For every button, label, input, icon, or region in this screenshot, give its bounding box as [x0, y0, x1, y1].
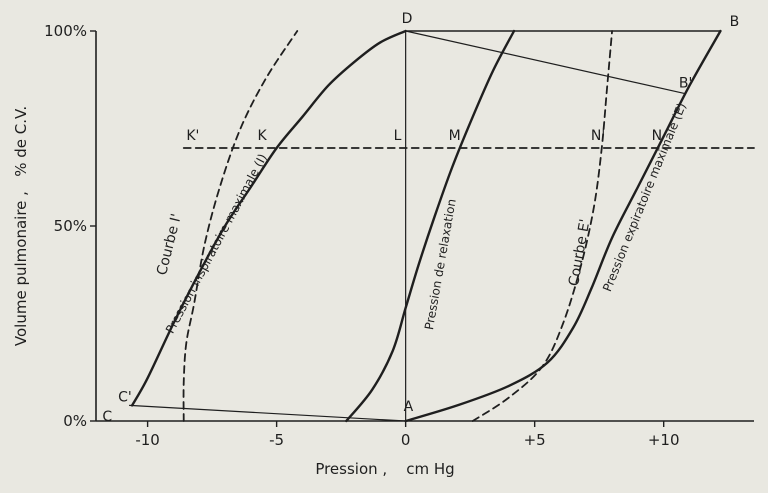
series-line-courbe-I-prime: [182, 30, 299, 422]
curve-annotation: Pression expiratoire maximale (E): [600, 101, 689, 294]
point-label: B: [730, 14, 740, 30]
y-tick-label: 0%: [63, 412, 87, 430]
point-labels-group: D B B' K' K L M N' N C' C A: [102, 11, 739, 425]
point-label: N: [652, 128, 662, 144]
curve-annotation: Courbe I': [154, 212, 185, 277]
point-label: K: [257, 128, 267, 144]
point-label: K': [186, 128, 199, 144]
point-label: C: [102, 409, 112, 425]
x-tick-label: +5: [524, 431, 546, 449]
x-tick-label: -10: [135, 431, 160, 449]
curve-annotation: Pression de relaxation: [422, 198, 459, 331]
series-line-CA: [128, 404, 407, 422]
point-label: B': [679, 75, 692, 91]
curve-labels-group: Courbe I'Pression inspiratoire maximale …: [154, 101, 689, 336]
point-label: A: [404, 399, 414, 415]
series-line-courbe-E-prime: [471, 30, 613, 422]
x-tick-label: 0: [401, 431, 411, 449]
axes-group: 0% 50% 100% -10 -5 0 +5 +10 Pression , cm Hg Volu…: [12, 22, 754, 478]
x-tick-label: -5: [269, 431, 284, 449]
curve-annotation: Pression inspiratoire maximale (I): [163, 151, 270, 335]
x-tick-label: +10: [648, 431, 680, 449]
series-line-inspiratoire: [130, 29, 407, 407]
point-label: M: [449, 128, 461, 144]
series-line-expiratoire: [404, 29, 722, 423]
point-label: C': [118, 389, 132, 405]
point-label: D: [402, 11, 413, 27]
series-line-relaxation: [345, 29, 516, 423]
series-line-DB-prime: [405, 30, 685, 94]
point-label: L: [394, 128, 402, 144]
curves-group: [128, 29, 755, 423]
curve-annotation: Courbe E': [566, 218, 593, 287]
y-tick-label: 50%: [54, 217, 87, 235]
point-label: N': [591, 128, 605, 144]
y-tick-label: 100%: [44, 22, 87, 40]
x-axis-title: Pression , cm Hg: [315, 460, 454, 478]
y-axis-title: Volume pulmonaire , % de C.V.: [12, 106, 30, 346]
